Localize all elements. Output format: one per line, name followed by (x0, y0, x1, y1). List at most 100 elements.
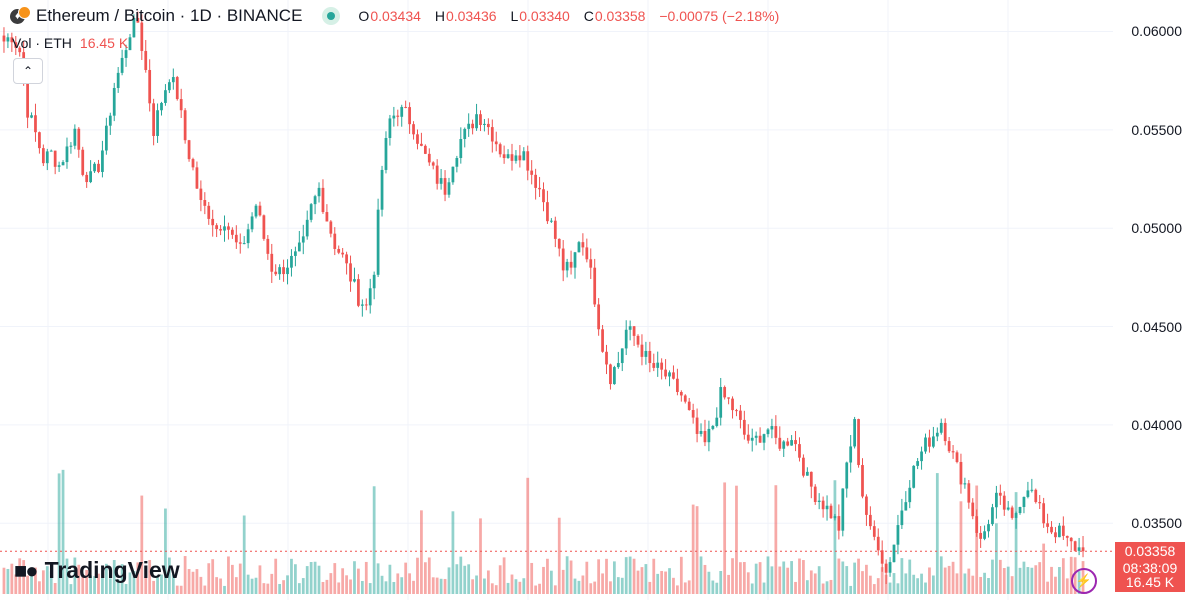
volume-bar (644, 564, 648, 594)
candle-body (593, 267, 597, 305)
candle-body (691, 409, 695, 418)
candle-body (798, 444, 801, 458)
volume-bar (309, 562, 313, 594)
candle-body (167, 82, 171, 91)
symbol-title[interactable]: Ethereum / Bitcoin · 1D · BINANCE (36, 6, 303, 25)
candle-body (676, 378, 679, 392)
volume-bar (108, 578, 112, 594)
volume-bar (530, 562, 534, 594)
tradingview-logo[interactable]: ■● TradingView (14, 557, 180, 584)
candle-body (809, 471, 813, 487)
volume-bar (223, 585, 226, 594)
volume-bar (821, 583, 825, 594)
candle-body (274, 271, 278, 275)
volume-bar (782, 561, 786, 594)
low-key: L (510, 8, 519, 24)
candle-body (408, 107, 411, 125)
volume-bar (849, 585, 853, 594)
candle-body (498, 144, 502, 155)
candle-body (30, 115, 33, 118)
candle-body (38, 132, 41, 149)
volume-bar (274, 558, 278, 594)
volume-bar (22, 560, 26, 594)
volume-bar (6, 568, 10, 594)
candle-body (577, 242, 581, 253)
candle-body (321, 187, 325, 213)
candle-body (739, 410, 742, 420)
candle-body (947, 441, 951, 452)
candle-body (282, 267, 285, 275)
candle-body (518, 155, 522, 161)
volume-bar (175, 585, 179, 594)
candle-body (703, 430, 707, 443)
volume-bar (892, 573, 896, 594)
candle-body (991, 507, 994, 525)
volume-bar (593, 581, 597, 594)
candle-body (565, 261, 569, 271)
candle-body (258, 205, 262, 216)
volume-bar (1026, 567, 1030, 594)
candle-body (506, 154, 510, 159)
candle-body (483, 123, 486, 125)
volume-bar (825, 581, 829, 594)
candle-body (715, 417, 719, 426)
candle-body (65, 146, 69, 163)
candle-body (337, 248, 341, 253)
low-value: 0.03340 (519, 8, 570, 24)
volume-bar (939, 556, 943, 594)
volume-bar (486, 570, 490, 594)
volume-bar (420, 510, 423, 594)
ethereum-icon[interactable]: ♦ (10, 6, 31, 26)
candle-body (932, 436, 935, 447)
volume-bar (207, 563, 211, 594)
volume-bar (805, 580, 809, 594)
volume-bar (167, 557, 171, 594)
candle-body (530, 170, 534, 175)
volume-bar (912, 574, 916, 594)
volume-bar (829, 579, 833, 594)
volume-bar (723, 482, 727, 594)
volume-bar (171, 574, 175, 594)
volume-bar (510, 574, 514, 594)
candle-body (549, 220, 553, 222)
y-tick-label: 0.06000 (1131, 23, 1182, 40)
volume-bar (817, 566, 821, 594)
collapse-legend-button[interactable]: ⌃ (13, 58, 43, 84)
volume-bar (790, 561, 793, 594)
volume-bar (998, 559, 1002, 594)
candle-body (632, 326, 636, 336)
volume-bar (1014, 492, 1018, 594)
volume-bar (376, 563, 380, 594)
volume-bar (581, 575, 585, 594)
volume-bar (538, 583, 541, 594)
candle-body (857, 419, 860, 466)
volume-bar (518, 581, 522, 594)
volume-bar (668, 568, 671, 594)
volume-bar (699, 556, 703, 594)
volume-bar (116, 579, 120, 594)
candle-body (447, 182, 451, 195)
candle-body (1069, 537, 1073, 542)
volume-bar (439, 578, 443, 594)
candle-body (1014, 513, 1018, 518)
candle-body (494, 141, 498, 145)
candle-body (467, 123, 471, 129)
volume-bar (597, 559, 601, 594)
volume-bar (120, 564, 124, 594)
high-value: 0.03436 (445, 8, 497, 24)
volume-bar (246, 574, 250, 594)
candle-body (959, 461, 963, 485)
lightning-icon[interactable]: ⚡ (1071, 568, 1097, 594)
candle-body (175, 77, 179, 100)
volume-bar (754, 563, 758, 594)
candle-body (620, 348, 624, 364)
candle-body (1081, 547, 1085, 552)
volume-bar (451, 511, 455, 594)
volume-bar (861, 571, 864, 594)
volume-bar (423, 562, 427, 594)
candle-body (766, 429, 770, 435)
volume-bar (695, 506, 699, 594)
volume-bar (664, 571, 667, 594)
volume-bar (317, 565, 321, 594)
